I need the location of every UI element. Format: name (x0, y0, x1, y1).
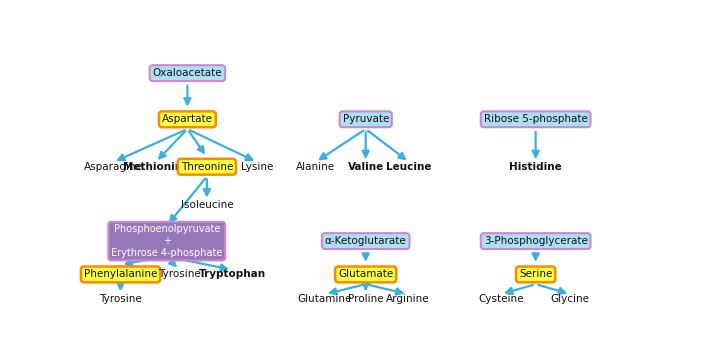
Text: Valine: Valine (347, 162, 384, 172)
Text: 3-Phosphoglycerate: 3-Phosphoglycerate (484, 236, 587, 246)
Text: Serine: Serine (519, 269, 552, 280)
Text: Ribose 5-phosphate: Ribose 5-phosphate (484, 114, 587, 124)
Text: Proline: Proline (348, 294, 383, 304)
Text: Phenylalanine: Phenylalanine (84, 269, 157, 280)
Text: Glutamate: Glutamate (338, 269, 393, 280)
Text: Glutamine: Glutamine (298, 294, 352, 304)
Text: Threonine: Threonine (180, 162, 233, 172)
Text: Leucine: Leucine (386, 162, 432, 172)
Text: Pyruvate: Pyruvate (342, 114, 389, 124)
Text: Arginine: Arginine (385, 294, 429, 304)
Text: Lysine: Lysine (241, 162, 273, 172)
Text: Phosphoenolpyruvate
+
Erythrose 4-phosphate: Phosphoenolpyruvate + Erythrose 4-phosph… (111, 225, 222, 258)
Text: Tryptophan: Tryptophan (198, 269, 265, 280)
Text: Oxaloacetate: Oxaloacetate (152, 68, 222, 78)
Text: Tyrosine: Tyrosine (99, 294, 142, 304)
Text: Glycine: Glycine (551, 294, 590, 304)
Text: Histidine: Histidine (509, 162, 562, 172)
Text: Aspartate: Aspartate (162, 114, 213, 124)
Text: Alanine: Alanine (296, 162, 335, 172)
Text: Isoleucine: Isoleucine (180, 200, 233, 210)
Text: Cysteine: Cysteine (478, 294, 524, 304)
Text: Asparagine: Asparagine (84, 162, 143, 172)
Text: α-Ketoglutarate: α-Ketoglutarate (325, 236, 406, 246)
Text: Tyrosine: Tyrosine (157, 269, 201, 280)
Text: Methionine: Methionine (122, 162, 189, 172)
